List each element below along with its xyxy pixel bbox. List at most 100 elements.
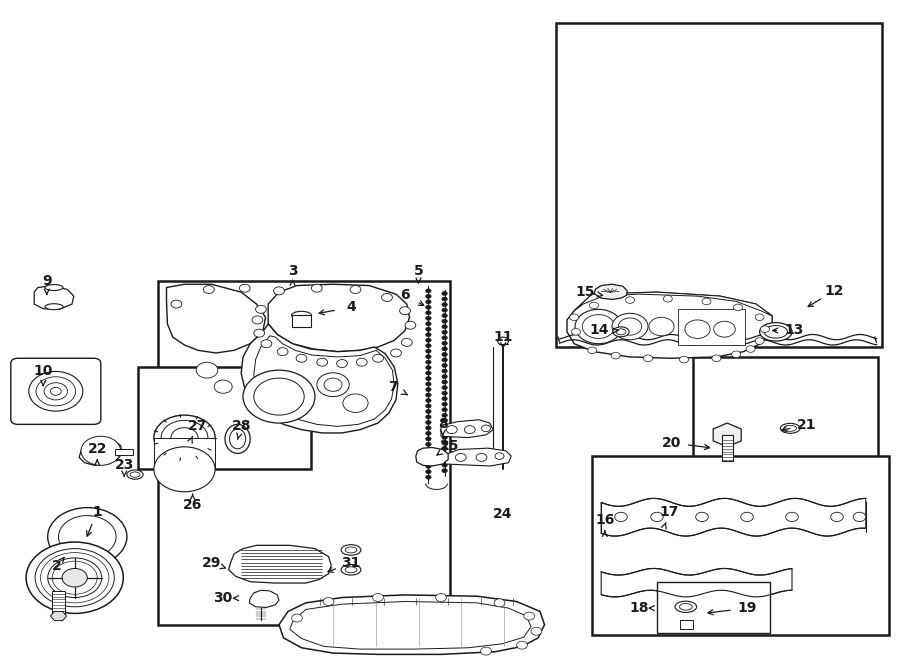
Circle shape	[196, 362, 218, 378]
Circle shape	[755, 338, 764, 344]
Ellipse shape	[616, 329, 626, 334]
Circle shape	[442, 330, 447, 334]
Circle shape	[481, 647, 491, 655]
Polygon shape	[445, 448, 511, 466]
Circle shape	[214, 380, 232, 393]
Circle shape	[442, 297, 447, 301]
Circle shape	[292, 614, 302, 622]
Circle shape	[426, 442, 431, 446]
Circle shape	[442, 447, 447, 451]
Circle shape	[426, 453, 431, 457]
Circle shape	[373, 594, 383, 602]
Circle shape	[317, 373, 349, 397]
Text: 4: 4	[346, 300, 356, 315]
Circle shape	[570, 314, 579, 321]
Bar	[292, 315, 311, 327]
Text: 28: 28	[231, 419, 251, 434]
Ellipse shape	[764, 326, 788, 338]
Circle shape	[712, 355, 721, 362]
Polygon shape	[601, 498, 866, 536]
Polygon shape	[254, 336, 394, 426]
Ellipse shape	[127, 470, 143, 479]
Text: 24: 24	[492, 507, 512, 522]
Circle shape	[442, 402, 447, 406]
Circle shape	[436, 594, 446, 602]
Circle shape	[426, 470, 431, 474]
Circle shape	[590, 302, 598, 309]
Circle shape	[746, 346, 755, 352]
Circle shape	[426, 332, 431, 336]
Ellipse shape	[760, 323, 792, 341]
Ellipse shape	[130, 472, 140, 477]
Polygon shape	[79, 438, 122, 465]
Bar	[680, 620, 693, 629]
Circle shape	[81, 436, 121, 465]
Text: 2: 2	[52, 559, 61, 574]
Circle shape	[442, 325, 447, 329]
Circle shape	[254, 329, 265, 337]
Circle shape	[442, 457, 447, 461]
Circle shape	[696, 512, 708, 522]
Ellipse shape	[292, 311, 311, 319]
Circle shape	[442, 436, 447, 440]
Ellipse shape	[784, 426, 796, 432]
Circle shape	[455, 453, 466, 461]
Circle shape	[442, 424, 447, 428]
Text: 22: 22	[87, 442, 107, 457]
Circle shape	[572, 329, 580, 335]
Ellipse shape	[780, 423, 800, 434]
Circle shape	[442, 375, 447, 379]
Circle shape	[426, 355, 431, 359]
Text: 5: 5	[414, 264, 423, 278]
Circle shape	[442, 391, 447, 395]
Bar	[158, 281, 450, 625]
Bar	[138, 367, 310, 469]
Circle shape	[442, 452, 447, 456]
Circle shape	[426, 382, 431, 386]
Text: 15: 15	[575, 285, 595, 299]
Circle shape	[831, 512, 843, 522]
Circle shape	[382, 293, 392, 301]
Circle shape	[531, 627, 542, 635]
Circle shape	[426, 377, 431, 381]
Text: 25: 25	[440, 438, 460, 453]
Ellipse shape	[680, 603, 692, 610]
Polygon shape	[241, 324, 398, 433]
Circle shape	[442, 369, 447, 373]
Circle shape	[317, 358, 328, 366]
FancyBboxPatch shape	[11, 358, 101, 424]
Circle shape	[442, 408, 447, 412]
Circle shape	[256, 305, 266, 313]
Circle shape	[442, 319, 447, 323]
Circle shape	[426, 344, 431, 348]
Circle shape	[426, 360, 431, 364]
Circle shape	[582, 315, 615, 338]
Circle shape	[277, 348, 288, 356]
Circle shape	[426, 409, 431, 413]
Circle shape	[296, 354, 307, 362]
Circle shape	[442, 364, 447, 368]
Text: 20: 20	[662, 436, 681, 450]
Circle shape	[350, 286, 361, 293]
Polygon shape	[601, 568, 792, 597]
Circle shape	[426, 404, 431, 408]
Circle shape	[442, 336, 447, 340]
Ellipse shape	[341, 564, 361, 575]
Circle shape	[426, 464, 431, 468]
Ellipse shape	[45, 303, 63, 309]
Circle shape	[261, 340, 272, 348]
Text: 1: 1	[93, 504, 102, 519]
Text: 26: 26	[183, 498, 202, 512]
Text: 3: 3	[288, 264, 297, 278]
Ellipse shape	[675, 602, 697, 612]
Circle shape	[274, 287, 284, 295]
Bar	[678, 309, 745, 345]
Circle shape	[426, 393, 431, 397]
Circle shape	[48, 558, 102, 598]
Circle shape	[426, 426, 431, 430]
Circle shape	[442, 385, 447, 389]
Circle shape	[426, 437, 431, 441]
Polygon shape	[34, 286, 74, 309]
Bar	[154, 438, 215, 469]
Circle shape	[626, 297, 634, 303]
